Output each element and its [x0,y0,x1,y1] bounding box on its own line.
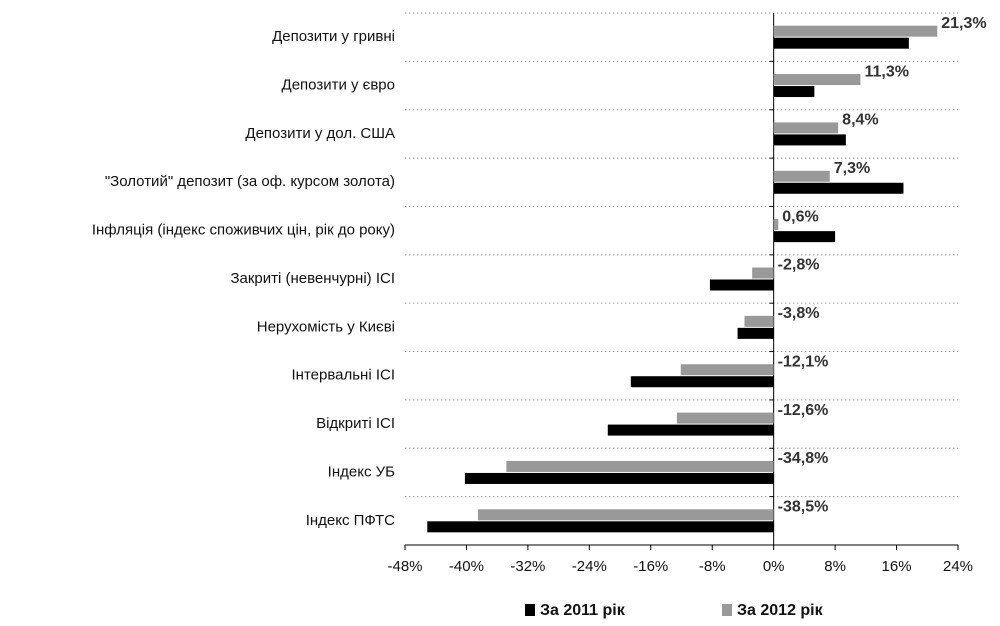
value-label: -3,8% [778,305,820,322]
y-tick-label: Відкриті ІСІ [316,415,395,432]
bar [630,376,774,388]
bar [464,472,774,484]
x-tick-label: 8% [824,558,846,575]
bar [773,86,815,98]
value-label: -12,1% [778,353,829,370]
value-label: -12,6% [778,402,829,419]
y-tick-label: Депозити у дол. США [245,125,395,142]
bar [773,37,909,49]
y-tick-label: Депозити у гривні [272,28,395,45]
bar [680,364,774,376]
bar [773,182,904,194]
bar [477,509,774,521]
legend-label: За 2011 рік [540,602,626,619]
x-tick-label: 16% [882,558,912,575]
value-label: 0,6% [782,208,818,225]
x-tick-label: -40% [449,558,484,575]
value-label: 8,4% [842,112,878,129]
x-tick-label: -32% [510,558,545,575]
value-label: 11,3% [864,63,908,80]
value-label: 21,3% [941,15,986,32]
legend-swatch [722,604,732,616]
bar [773,170,830,182]
legend-label: За 2012 рік [737,602,824,619]
y-tick-label: Індекс УБ [328,463,395,480]
value-label: -38,5% [778,499,829,516]
x-tick-label: 24% [943,558,973,575]
x-tick-label: 0% [763,558,785,575]
x-tick-label: -48% [387,558,422,575]
y-tick-label: Інтервальні ІСІ [292,367,396,384]
value-label: 7,3% [834,160,870,177]
y-tick-label: Інфляція (індекс споживчих цін, рік до р… [92,222,395,239]
bar [709,279,774,291]
x-tick-label: -16% [633,558,668,575]
legend-swatch [525,604,535,616]
y-tick-label: Депозити у євро [282,77,395,94]
bar [737,327,774,339]
bar [607,424,774,436]
bar [744,315,774,327]
bar [506,460,774,472]
value-label: -34,8% [778,450,829,467]
bar [752,267,774,279]
bar [773,122,839,134]
bar [773,134,846,146]
bar [773,231,836,243]
x-tick-label: -8% [699,558,726,575]
bar [773,219,779,231]
bar [676,412,774,424]
bar [427,521,774,533]
y-tick-label: Індекс ПФТС [306,512,395,529]
y-tick-label: "Золотий" депозит (за оф. курсом золота) [105,173,395,190]
x-tick-label: -24% [572,558,607,575]
y-tick-label: Закриті (невенчурні) ІСІ [230,270,395,287]
bar [773,25,938,37]
y-tick-label: Нерухомість у Києві [257,318,395,335]
value-label: -2,8% [778,257,820,274]
bar [773,74,861,86]
